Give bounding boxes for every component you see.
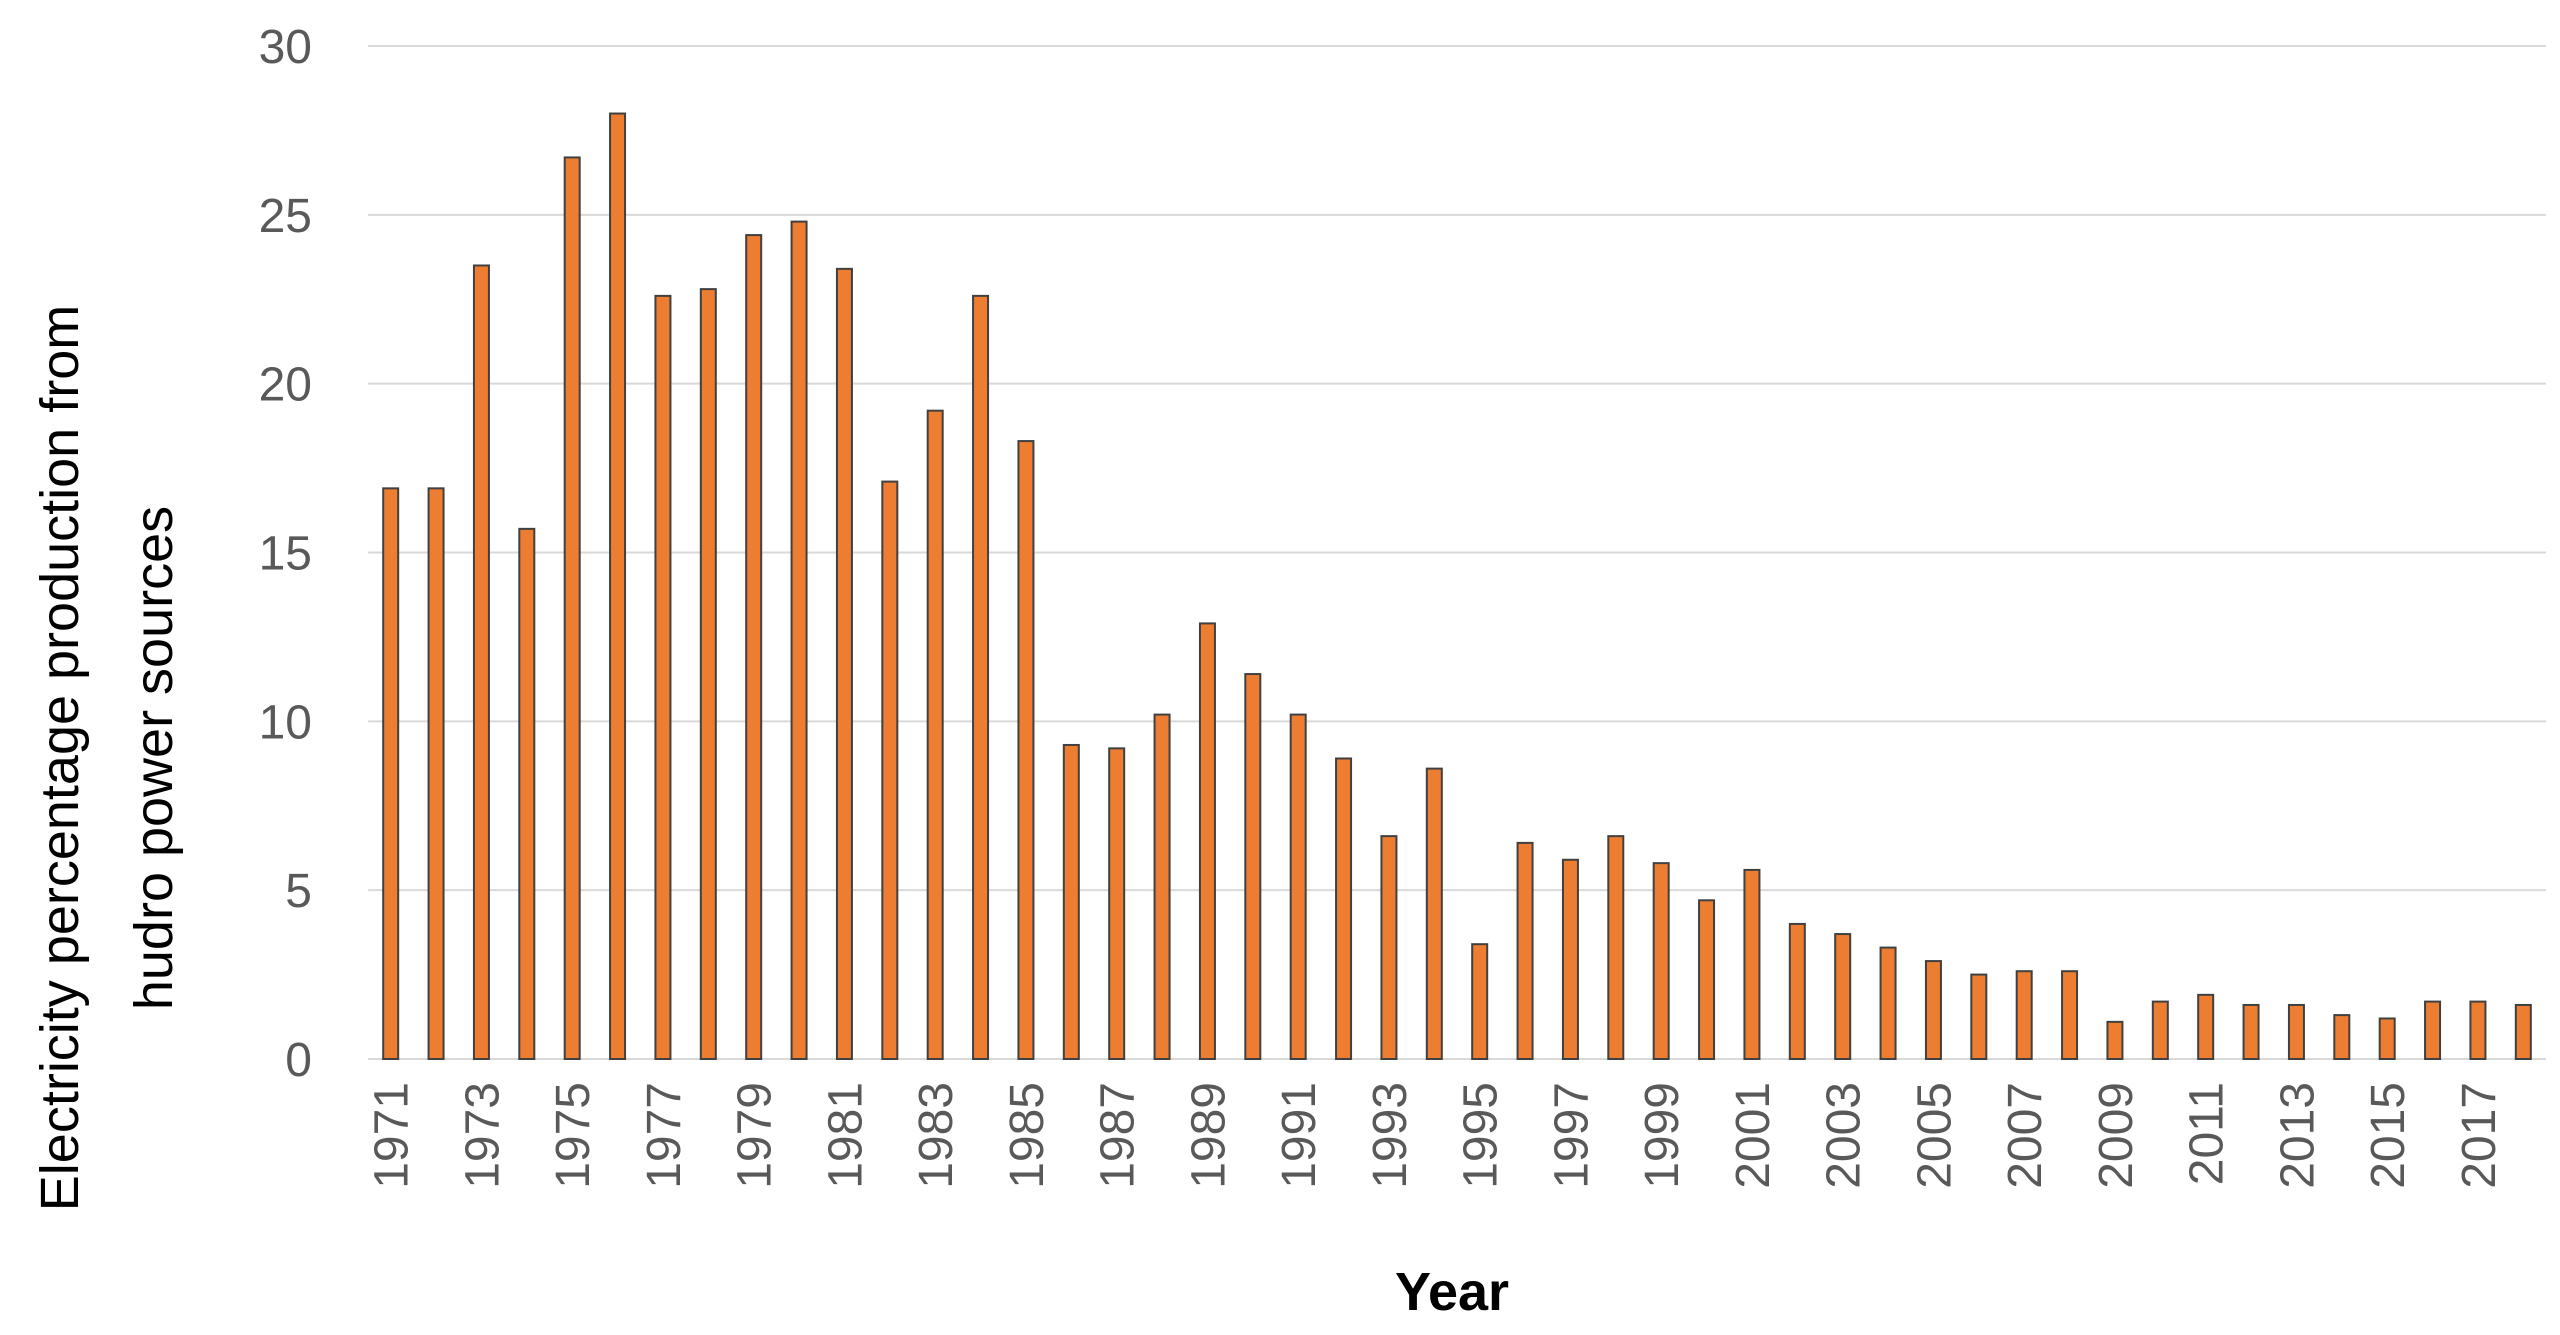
bar-1995 bbox=[1471, 943, 1489, 1060]
bar-2014 bbox=[2333, 1014, 2351, 1060]
x-tick-label: 2005 bbox=[1908, 1082, 1961, 1189]
bar-1971 bbox=[382, 487, 400, 1060]
bar-2009 bbox=[2106, 1020, 2124, 1060]
y-tick-label: 20 bbox=[259, 359, 312, 412]
bar-1990 bbox=[1244, 673, 1262, 1060]
y-tick-label: 0 bbox=[285, 1034, 312, 1087]
gridlines bbox=[368, 45, 2546, 1060]
y-axis-title: Electricity percentage production from h… bbox=[30, 305, 184, 1211]
bar-1985 bbox=[1017, 440, 1035, 1060]
bar-1976 bbox=[609, 112, 627, 1060]
x-tick-label: 1997 bbox=[1545, 1082, 1598, 1189]
x-tick-label: 2003 bbox=[1818, 1082, 1871, 1189]
bar-1993 bbox=[1380, 835, 1398, 1061]
x-tick-label: 1979 bbox=[729, 1082, 782, 1189]
y-axis-ticks: 0 5 10 15 20 25 30 bbox=[259, 21, 312, 1087]
bar-2013 bbox=[2287, 1003, 2305, 1060]
bar-2005 bbox=[1924, 960, 1942, 1061]
bar-1982 bbox=[881, 480, 899, 1060]
bar-2002 bbox=[1788, 922, 1806, 1060]
bar-1988 bbox=[1153, 713, 1171, 1061]
bar-1998 bbox=[1607, 835, 1625, 1061]
y-tick-label: 10 bbox=[259, 696, 312, 749]
x-tick-label: 1995 bbox=[1455, 1082, 1508, 1189]
bar-1989 bbox=[1198, 622, 1216, 1060]
x-tick-label: 2009 bbox=[2090, 1082, 2143, 1189]
x-tick-label: 1973 bbox=[456, 1082, 509, 1189]
x-tick-label: 2015 bbox=[2362, 1082, 2415, 1189]
x-tick-label: 1999 bbox=[1636, 1082, 1689, 1189]
x-tick-label: 1983 bbox=[910, 1082, 963, 1189]
y-tick-label: 25 bbox=[259, 190, 312, 243]
x-tick-label: 1971 bbox=[366, 1082, 419, 1189]
bar-2008 bbox=[2061, 970, 2079, 1061]
x-tick-label: 1985 bbox=[1001, 1082, 1054, 1189]
bar-2007 bbox=[2015, 970, 2033, 1061]
y-tick-label: 5 bbox=[285, 865, 312, 918]
y-axis-title-line-2: hudro power sources bbox=[124, 506, 184, 1010]
bar-1972 bbox=[427, 487, 445, 1060]
bar-2016 bbox=[2424, 1000, 2442, 1060]
x-tick-label: 1993 bbox=[1364, 1082, 1417, 1189]
bar-1984 bbox=[972, 294, 990, 1060]
bar-1975 bbox=[563, 156, 581, 1060]
bar-2017 bbox=[2469, 1000, 2487, 1060]
bar-1973 bbox=[472, 264, 490, 1061]
bar-2018 bbox=[2514, 1003, 2532, 1060]
bar-2012 bbox=[2242, 1003, 2260, 1060]
bar-1979 bbox=[745, 234, 763, 1060]
x-tick-label: 1987 bbox=[1092, 1082, 1145, 1189]
x-tick-label: 1975 bbox=[547, 1082, 600, 1189]
bar-2003 bbox=[1834, 933, 1852, 1060]
bar-2004 bbox=[1879, 946, 1897, 1061]
bar-1991 bbox=[1289, 713, 1307, 1061]
bar-1974 bbox=[518, 527, 536, 1060]
bar-1999 bbox=[1652, 862, 1670, 1061]
bar-1996 bbox=[1516, 841, 1534, 1061]
x-tick-label: 2017 bbox=[2453, 1082, 2506, 1189]
bar-2010 bbox=[2151, 1000, 2169, 1060]
bar-1980 bbox=[790, 220, 808, 1060]
bar-2015 bbox=[2378, 1017, 2396, 1060]
bar-2006 bbox=[1970, 973, 1988, 1061]
x-tick-label: 2001 bbox=[1727, 1082, 1780, 1189]
x-tick-label: 2013 bbox=[2271, 1082, 2324, 1189]
bar-1977 bbox=[654, 294, 672, 1060]
x-tick-label: 1977 bbox=[638, 1082, 691, 1189]
bar-1992 bbox=[1335, 757, 1353, 1060]
x-tick-label: 1991 bbox=[1273, 1082, 1326, 1189]
x-tick-label: 2007 bbox=[1999, 1082, 2052, 1189]
bar-1981 bbox=[835, 267, 853, 1060]
x-tick-label: 1989 bbox=[1182, 1082, 1235, 1189]
bar-1986 bbox=[1062, 743, 1080, 1060]
y-tick-label: 30 bbox=[259, 21, 312, 74]
bar-2011 bbox=[2197, 993, 2215, 1061]
y-axis-title-line-1: Electricity percentage production from bbox=[30, 305, 90, 1211]
x-tick-label: 2011 bbox=[2181, 1082, 2234, 1185]
bar-1994 bbox=[1425, 767, 1443, 1060]
x-axis-ticks: 1971 1973 1975 1977 1979 1981 1983 1985 1987 1989… bbox=[366, 1082, 2506, 1189]
bars bbox=[382, 112, 2532, 1061]
y-tick-label: 15 bbox=[259, 528, 312, 581]
bar-2001 bbox=[1743, 868, 1761, 1060]
x-tick-label: 1981 bbox=[819, 1082, 872, 1189]
bar-1978 bbox=[699, 288, 717, 1060]
x-axis-title: Year bbox=[1395, 1262, 1509, 1322]
bar-1987 bbox=[1108, 747, 1126, 1060]
bar-1997 bbox=[1561, 858, 1579, 1061]
bar-1983 bbox=[926, 409, 944, 1060]
bar-2000 bbox=[1698, 899, 1716, 1060]
